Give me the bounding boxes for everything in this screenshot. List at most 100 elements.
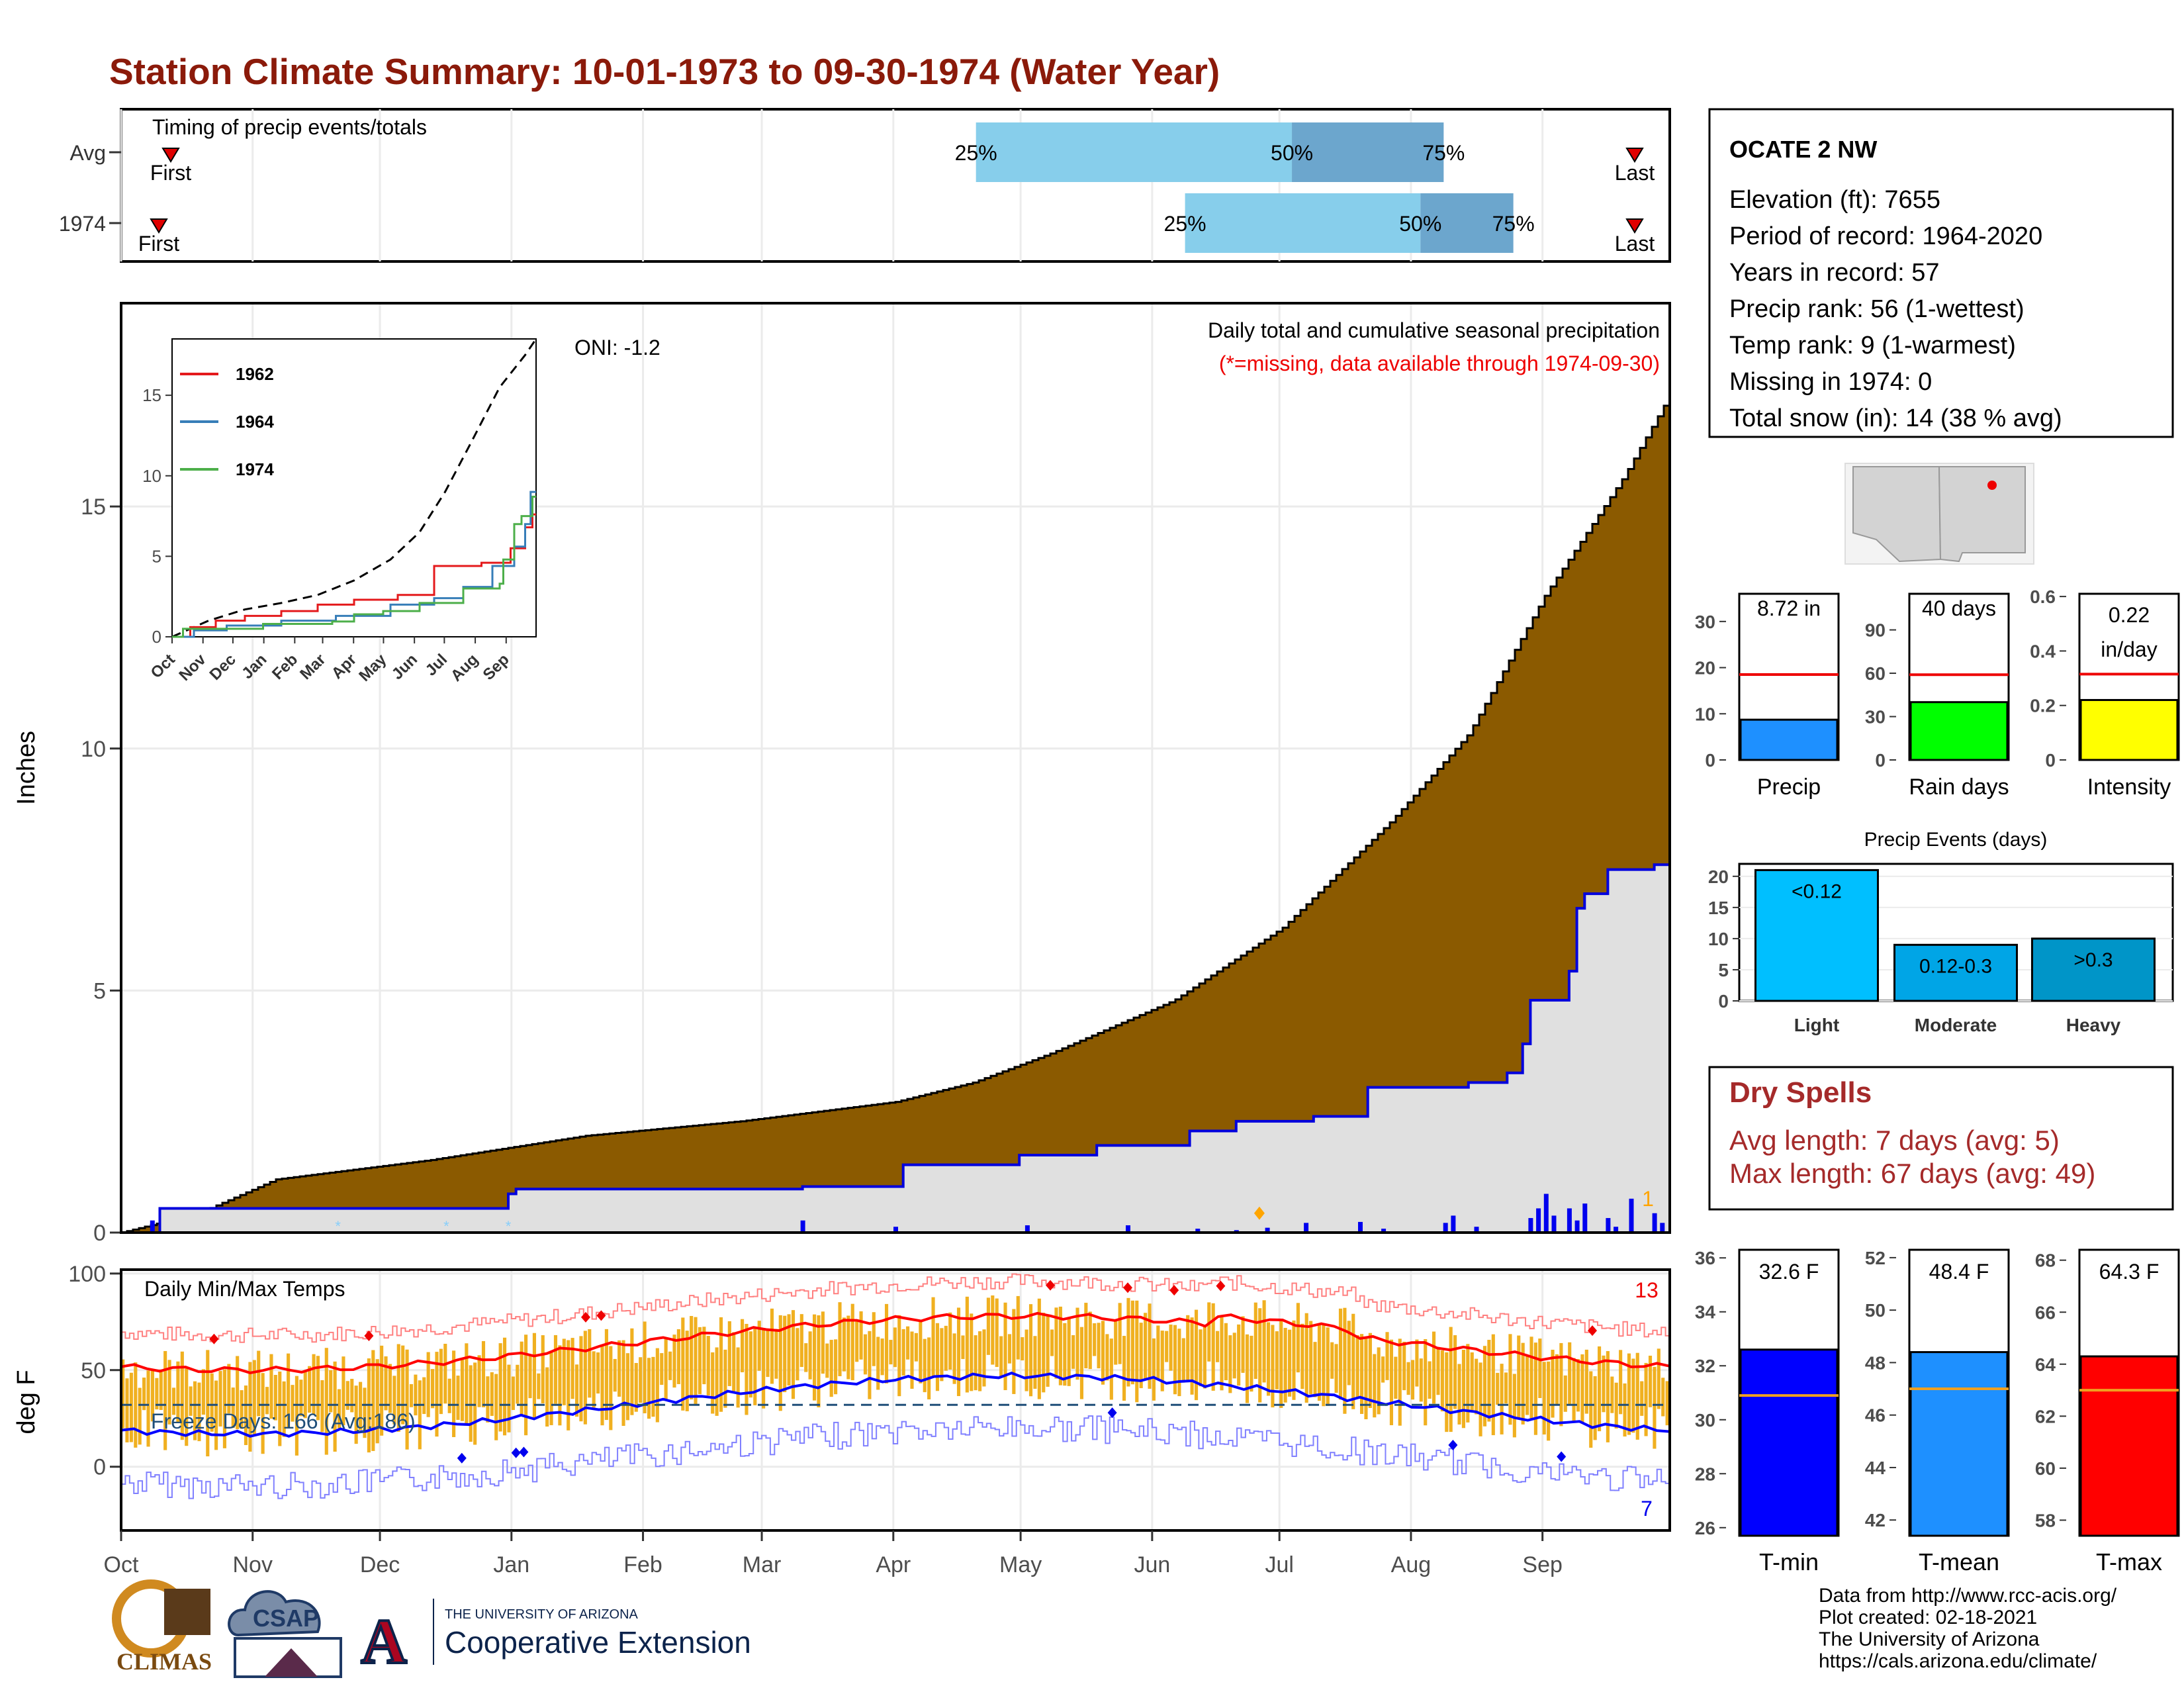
daily-temp-bar [567,1340,570,1430]
tbar-ytick-label: 42 [1865,1510,1886,1530]
mini-ytick-label: 30 [1865,707,1886,727]
daily-temp-bar [817,1315,821,1408]
daily-temp-bar [545,1367,549,1427]
footer: CLIMAS CSAP A THE UNIVERSITY OF ARIZONA Coop… [112,1579,2117,1678]
daily-temp-bar [1402,1341,1406,1391]
daily-temp-bar [1160,1331,1164,1391]
daily-temp-bar [1300,1323,1304,1389]
timing-bar-q2 [1420,193,1514,253]
daily-temp-bar [1445,1352,1449,1432]
tbar-ytick-label: 34 [1695,1302,1716,1323]
station-name: OCATE 2 NW [1729,136,1877,163]
record-high-marker [209,1333,219,1344]
daily-temp-bar [452,1350,456,1437]
daily-temp-bar [1351,1313,1355,1409]
daily-temp-bar [206,1350,210,1457]
daily-temp-bar [1042,1313,1046,1393]
daily-temp-bar [906,1326,910,1360]
daily-temp-bar [1627,1353,1631,1435]
daily-temp-bar [757,1321,761,1371]
daily-precip-bar [1474,1227,1479,1233]
daily-temp-bar [770,1308,774,1384]
snow-marker: * [335,1218,341,1235]
daily-temp-bar [621,1340,625,1427]
daily-temp-bar [159,1369,163,1411]
daily-temp-bar [460,1358,465,1421]
month-axis: Oct Nov Dec Jan Feb Mar Apr May Jun Jul Aug Sep [104,1530,1563,1577]
daily-temp-bar [1097,1323,1101,1369]
mini-ytick-label: 60 [1865,663,1886,684]
daily-temp-bar [706,1336,710,1396]
daily-temp-bar [1330,1342,1334,1379]
daily-temp-bar [694,1317,698,1406]
footer-line: The University of Arizona [1819,1628,2040,1650]
precip-ytick-label: 0 [93,1221,106,1246]
mini-ytick-label: 0.2 [2030,696,2056,716]
daily-temp-bar [150,1369,155,1422]
daily-temp-bar [1135,1300,1139,1403]
daily-temp-bar [685,1331,689,1411]
precip-annotation-missing: (*=missing, data available through 1974-… [1219,352,1660,375]
daily-precip-bar [1567,1208,1572,1233]
daily-temp-bar [337,1389,341,1429]
first-label: First [138,232,179,256]
daily-temp-bar [753,1327,757,1405]
dry-spells-max: Max length: 67 days (avg: 49) [1729,1158,2095,1189]
daily-temp-bar [193,1381,197,1440]
timing-row-label: Avg [69,141,106,165]
daily-temp-bar [252,1360,256,1434]
mini-bar-precip [1739,718,1839,761]
daily-temp-bar [1496,1372,1500,1405]
daily-temp-bar [1063,1323,1067,1386]
freeze-days-label: Freeze Days: 166 (Avg:186) [151,1409,416,1433]
location-map [1844,463,2034,565]
daily-precip-bar [1629,1198,1634,1233]
csap-cloud [228,1590,321,1637]
daily-precip-bar [1574,1220,1580,1233]
ua-a-logo: A [361,1606,406,1677]
daily-temp-bar [1050,1329,1054,1356]
mini-bar-intensity [2079,698,2179,761]
precip-y-axis-label: Inches [13,731,40,805]
daily-temp-bar [600,1346,604,1426]
mini-category-label: Rain days [1909,774,2009,800]
station-line: Period of record: 1964-2020 [1729,222,2042,250]
daily-temp-bar [1479,1362,1482,1436]
daily-temp-bar [401,1345,405,1425]
last-label: Last [1615,232,1655,256]
precip-ytick-label: 15 [81,494,106,520]
daily-temp-bar [1220,1317,1224,1391]
inset-ytick-label: 5 [152,546,161,566]
daily-temp-bar [350,1378,354,1413]
events-ytick-label: 20 [1708,867,1729,887]
daily-temp-bar [617,1340,621,1397]
temp-y-axis-label: deg F [13,1370,40,1434]
daily-temp-bar [273,1374,277,1421]
daily-temp-bar [1232,1333,1236,1379]
daily-temp-bar [1559,1342,1563,1427]
daily-temp-bar [549,1351,553,1425]
daily-temp-bar [1533,1342,1537,1435]
daily-temp-bar [1368,1333,1372,1409]
daily-precip-bar [1451,1215,1456,1233]
daily-precip-bar [1304,1223,1309,1233]
station-line: Years in record: 57 [1729,259,1940,287]
daily-temp-bar [1364,1336,1368,1419]
daily-temp-bar [1173,1325,1177,1395]
record-high-marker [1216,1280,1226,1291]
daily-temp-bar [1598,1346,1602,1432]
daily-temp-bar [375,1359,379,1444]
daily-temp-bar [1640,1381,1644,1416]
daily-temp-bar [1487,1340,1491,1422]
daily-temp-bar [681,1317,685,1411]
mini-ytick-label: 20 [1695,658,1715,679]
timing-bar-q1 [976,122,1293,182]
mean-max-line [120,1311,1670,1375]
daily-temp-bar [1016,1295,1020,1360]
daily-temp-bar [1644,1362,1648,1436]
climas-logo-block [164,1589,210,1635]
daily-temp-bar [1542,1362,1546,1435]
tbar-ytick-label: 68 [2035,1250,2056,1271]
daily-temp-bar [1457,1364,1461,1425]
daily-temp-bar [541,1335,545,1404]
